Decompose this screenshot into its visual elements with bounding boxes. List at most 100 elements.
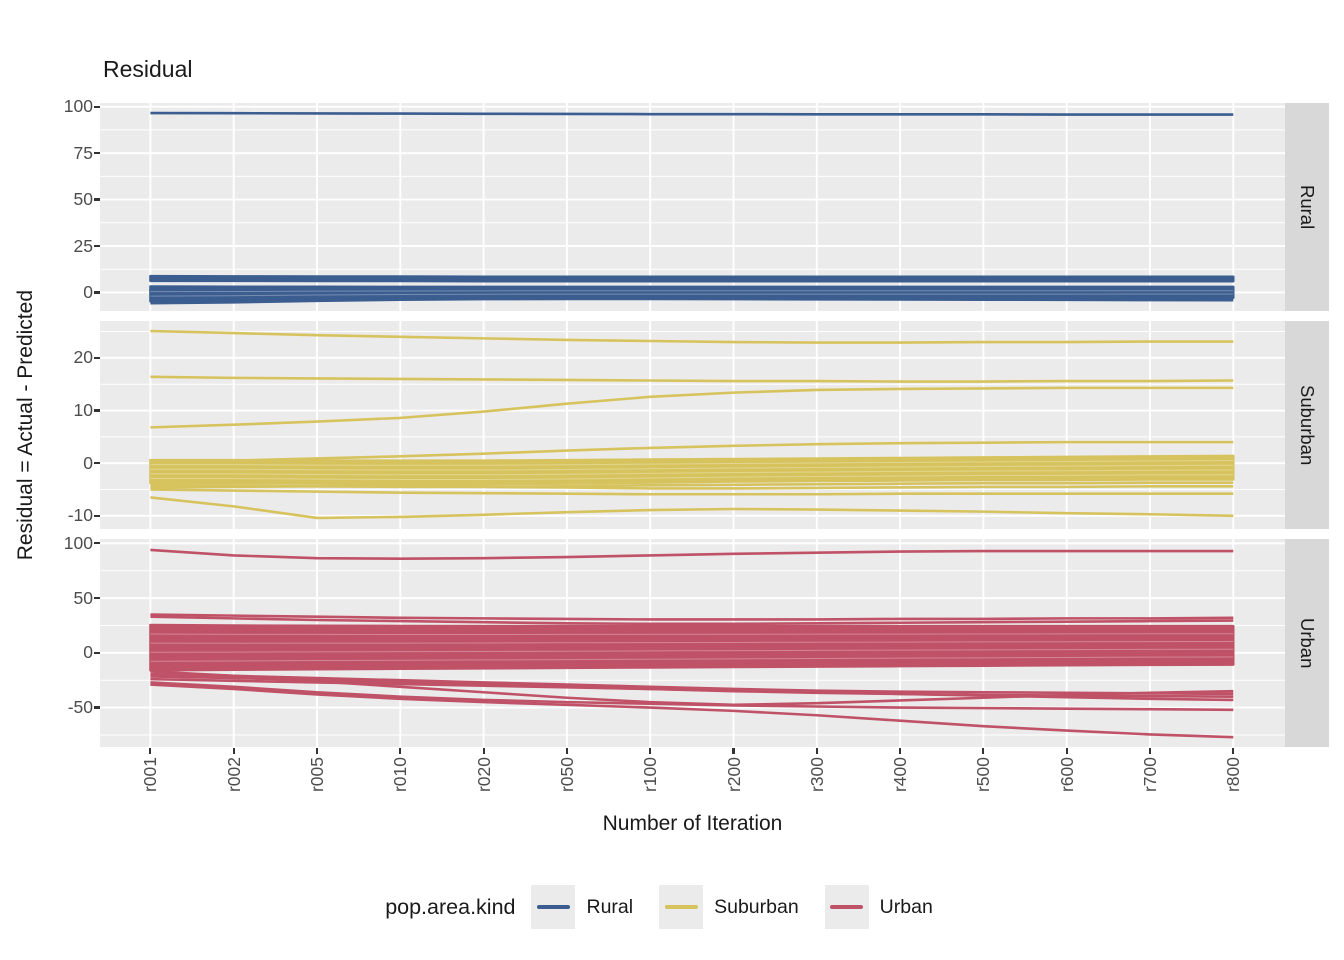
y-tick-mark bbox=[94, 244, 100, 248]
x-tick-mark bbox=[649, 748, 652, 754]
x-tick-mark bbox=[565, 748, 568, 754]
facet-strip-label: Urban bbox=[1297, 617, 1318, 669]
chart-title: Residual bbox=[103, 56, 193, 82]
x-tick-label: r700 bbox=[1140, 757, 1160, 793]
y-tick-label: -50 bbox=[67, 697, 93, 718]
x-tick-label: r400 bbox=[890, 757, 911, 793]
facet-panel-urban bbox=[100, 539, 1285, 747]
y-tick-mark bbox=[94, 651, 100, 654]
series-line-sub-25 bbox=[150, 329, 1234, 344]
legend: pop.area.kind Rural Suburban Urban bbox=[0, 880, 1344, 934]
x-tick-label: r020 bbox=[473, 757, 494, 793]
legend-entry-suburban: Suburban bbox=[659, 885, 799, 929]
y-tick-mark bbox=[94, 462, 100, 465]
y-tick-mark bbox=[94, 291, 100, 294]
facet-strip-label: Rural bbox=[1297, 184, 1318, 230]
y-tick-mark bbox=[94, 409, 100, 412]
y-tick-label: -10 bbox=[67, 505, 93, 526]
rural-band-8 bbox=[149, 274, 1235, 283]
y-tick-mark bbox=[94, 356, 100, 359]
series-line-sub-low3 bbox=[150, 488, 1234, 496]
y-tick-label: 25 bbox=[73, 235, 93, 256]
urb-band-0 bbox=[149, 623, 1235, 672]
legend-entry-label: Rural bbox=[586, 895, 634, 918]
series-line-sub-dip bbox=[150, 496, 1234, 520]
y-tick-label: 0 bbox=[83, 452, 93, 473]
y-tick-mark bbox=[94, 198, 100, 201]
x-tick-label: r800 bbox=[1223, 757, 1244, 793]
x-tick-mark bbox=[399, 748, 402, 754]
legend-key-line-icon bbox=[664, 904, 698, 910]
legend-entry-rural: Rural bbox=[531, 885, 633, 929]
legend-key bbox=[824, 885, 869, 929]
x-tick-mark bbox=[149, 748, 152, 754]
series-line-sub-rise bbox=[150, 386, 1234, 429]
x-tick-mark bbox=[899, 748, 902, 754]
x-tick-label: r300 bbox=[806, 757, 827, 793]
facet-strip-urban: Urban bbox=[1285, 539, 1329, 747]
series-line-urb-35 bbox=[150, 613, 1234, 621]
x-tick-mark bbox=[815, 748, 818, 754]
series-line-urb-P1 bbox=[150, 681, 1234, 712]
y-tick-mark bbox=[94, 514, 100, 517]
sub-band-0 bbox=[149, 454, 1235, 486]
x-tick-label: r600 bbox=[1056, 757, 1077, 793]
x-tick-mark bbox=[315, 748, 319, 754]
legend-entry-label: Urban bbox=[879, 895, 933, 918]
y-tick-mark bbox=[94, 706, 100, 709]
y-tick-label: 50 bbox=[73, 189, 93, 210]
y-tick-mark bbox=[94, 152, 100, 155]
legend-entry-label: Suburban bbox=[714, 895, 799, 918]
series-line-urb-P2 bbox=[150, 683, 1234, 739]
x-tick-label: r050 bbox=[556, 757, 577, 793]
x-tick-mark bbox=[482, 748, 485, 754]
x-tick-label: r001 bbox=[140, 757, 161, 793]
series-line-urb-L1 bbox=[150, 672, 1234, 696]
series-line-urb-top bbox=[150, 548, 1234, 561]
x-tick-label: r002 bbox=[223, 757, 244, 793]
x-tick-label: r010 bbox=[390, 757, 411, 793]
x-tick-label: r100 bbox=[640, 757, 661, 793]
y-tick-mark bbox=[94, 105, 100, 108]
series-line-urb-33 bbox=[150, 615, 1234, 626]
y-tick-label: 0 bbox=[83, 281, 93, 302]
x-tick-label: r500 bbox=[973, 757, 994, 793]
facet-panel-suburban bbox=[100, 321, 1285, 529]
y-tick-label: 10 bbox=[73, 400, 93, 421]
y-tick-label: 100 bbox=[63, 96, 93, 117]
x-tick-label: r200 bbox=[723, 757, 744, 793]
x-tick-mark bbox=[1065, 748, 1068, 754]
legend-title: pop.area.kind bbox=[385, 894, 516, 919]
y-tick-label: 50 bbox=[73, 587, 93, 608]
series-line-urb-X bbox=[150, 677, 1234, 702]
y-tick-mark bbox=[94, 597, 100, 600]
y-tick-mark bbox=[94, 542, 100, 545]
legend-entry-urban: Urban bbox=[824, 885, 933, 929]
facet-panel-rural bbox=[100, 103, 1285, 311]
y-tick-label: 100 bbox=[63, 532, 93, 553]
legend-key-line-icon bbox=[830, 904, 864, 910]
legend-key bbox=[659, 885, 704, 929]
series-line-sub-low2 bbox=[150, 485, 1234, 490]
facet-strip-suburban: Suburban bbox=[1285, 321, 1329, 529]
x-tick-mark bbox=[982, 748, 985, 754]
x-tick-mark bbox=[232, 748, 235, 754]
series-line-rural-low bbox=[150, 297, 1234, 305]
y-tick-label: 75 bbox=[73, 142, 93, 163]
y-tick-label: 20 bbox=[73, 347, 93, 368]
x-tick-mark bbox=[1148, 748, 1152, 754]
legend-entries: Rural Suburban Urban bbox=[531, 885, 958, 929]
series-line-sub-4 bbox=[150, 440, 1234, 463]
facet-strip-rural: Rural bbox=[1285, 103, 1329, 311]
series-line-sub-16 bbox=[150, 375, 1234, 383]
y-tick-label: 0 bbox=[83, 642, 93, 663]
series-line-rural-96 bbox=[150, 111, 1234, 116]
x-axis-title: Number of Iteration bbox=[602, 812, 783, 835]
legend-key-line-icon bbox=[536, 904, 570, 910]
legend-key bbox=[531, 885, 576, 929]
x-tick-label: r005 bbox=[307, 757, 327, 793]
facet-strip-label: Suburban bbox=[1297, 384, 1318, 466]
x-tick-mark bbox=[1232, 748, 1235, 754]
x-tick-mark bbox=[732, 748, 735, 754]
